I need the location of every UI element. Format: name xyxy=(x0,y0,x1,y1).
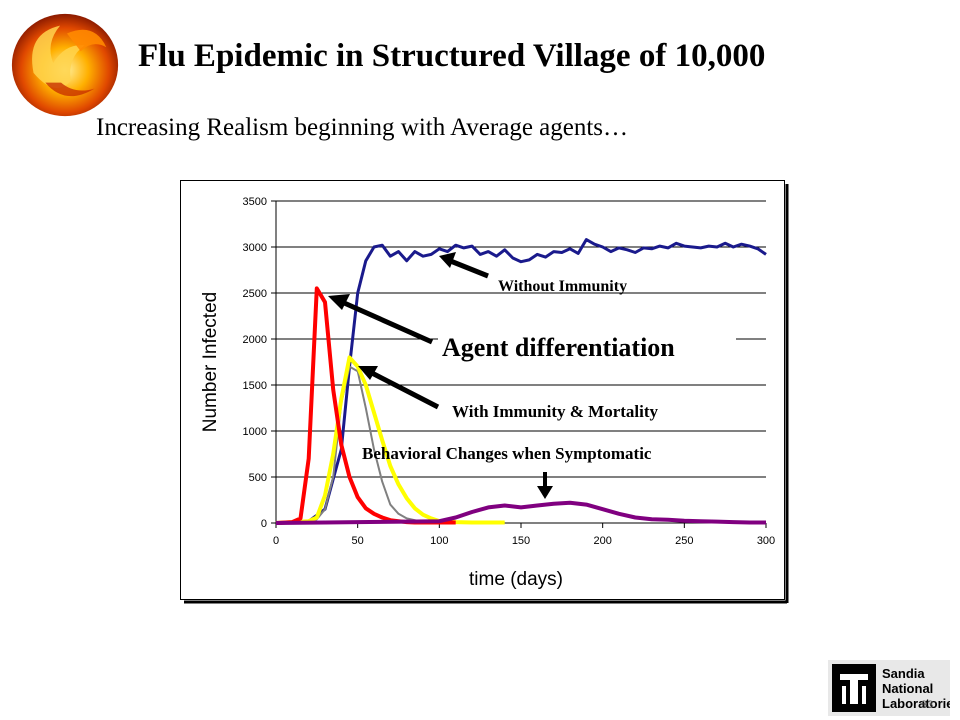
annotation-without-immunity: Without Immunity xyxy=(498,278,627,295)
y-tick-label: 2000 xyxy=(243,334,267,346)
y-tick-label: 1500 xyxy=(243,380,267,392)
sandia-logo-line1: Sandia xyxy=(882,666,925,681)
y-tick-label: 0 xyxy=(261,518,267,530)
x-axis-label: time (days) xyxy=(469,569,563,590)
page-title: Flu Epidemic in Structured Village of 10… xyxy=(138,38,766,74)
x-tick-label: 300 xyxy=(757,535,775,547)
annotation-behavioral-changes: Behavioral Changes when Symptomatic xyxy=(362,444,652,463)
y-tick-label: 3500 xyxy=(243,196,267,208)
page-subtitle: Increasing Realism beginning with Averag… xyxy=(96,114,629,141)
y-tick-label: 500 xyxy=(249,472,267,484)
annotation-agent-differentiation: Agent differentiation xyxy=(442,333,675,362)
x-tick-label: 200 xyxy=(593,535,611,547)
x-tick-label: 100 xyxy=(430,535,448,547)
sandia-logo-line2: National xyxy=(882,681,933,696)
x-tick-label: 250 xyxy=(675,535,693,547)
x-tick-label: 150 xyxy=(512,535,530,547)
y-axis-label: Number Infected xyxy=(200,292,221,432)
arrow-head xyxy=(328,294,350,310)
x-tick-label: 50 xyxy=(352,535,364,547)
arrow-agent-differentiation xyxy=(340,299,434,345)
arrow-head xyxy=(439,252,456,268)
chart-border xyxy=(180,180,785,600)
annotation-with-immunity: With Immunity & Mortality xyxy=(452,402,659,421)
arrow-head xyxy=(358,366,378,380)
arrow-without-immunity xyxy=(447,257,489,279)
y-tick-label: 2500 xyxy=(243,288,267,300)
line-chart: 0 500 1000 1500 2000 2500 3000 3500 0 50 100 150 200… xyxy=(180,180,789,604)
series-line xyxy=(275,500,766,525)
sandia-logo-line3: Laboratories xyxy=(882,696,950,711)
y-tick-label: 3000 xyxy=(243,242,267,254)
y-tick-label: 1000 xyxy=(243,426,267,438)
arrow-head xyxy=(537,486,553,499)
sandia-logo: Sandia National Laboratories xyxy=(828,660,950,716)
arrow-with-immunity xyxy=(368,369,440,410)
page-number: 33 xyxy=(921,699,934,711)
annotation-box xyxy=(438,327,736,369)
x-tick-label: 0 xyxy=(273,535,279,547)
series-line xyxy=(275,238,767,525)
phoenix-logo xyxy=(11,13,119,117)
